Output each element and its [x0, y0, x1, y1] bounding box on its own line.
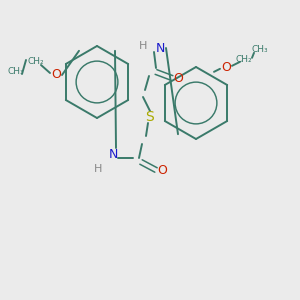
Text: O: O — [51, 68, 61, 82]
Text: CH₃: CH₃ — [252, 45, 268, 54]
Text: O: O — [221, 61, 231, 74]
Text: N: N — [155, 41, 165, 55]
Text: N: N — [108, 148, 118, 160]
Text: H: H — [94, 164, 102, 174]
Text: O: O — [157, 164, 167, 176]
Text: H: H — [139, 41, 147, 51]
Text: S: S — [146, 110, 154, 124]
Text: O: O — [173, 71, 183, 85]
Text: CH₃: CH₃ — [8, 68, 24, 76]
Text: CH₂: CH₂ — [236, 55, 252, 64]
Text: CH₂: CH₂ — [28, 58, 44, 67]
